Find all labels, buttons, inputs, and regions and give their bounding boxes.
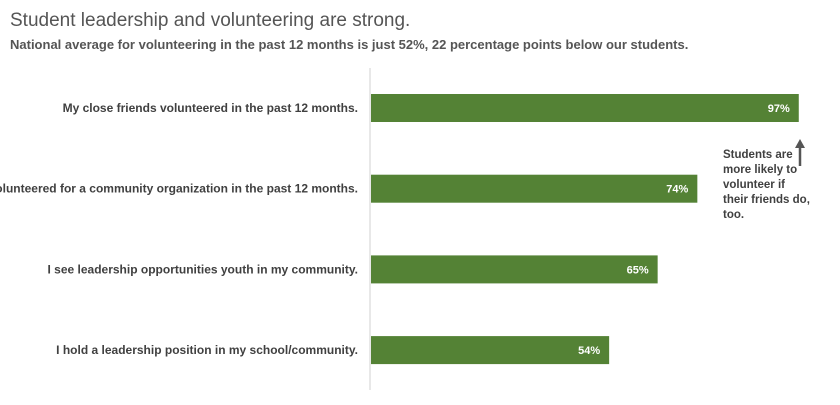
chart-subtitle: National average for volunteering in the… — [10, 37, 689, 52]
bars-group: My close friends volunteered in the past… — [0, 94, 799, 365]
bar — [371, 255, 658, 284]
data-label: 74% — [666, 184, 688, 196]
category-label: I see leadership opportunities youth in … — [48, 262, 359, 276]
chart-title: Student leadership and volunteering are … — [10, 10, 411, 31]
bar — [371, 94, 799, 122]
category-label: I volunteered for a community organizati… — [0, 182, 358, 196]
category-label: My close friends volunteered in the past… — [63, 101, 358, 115]
bar — [371, 336, 610, 365]
annotation-note: Students are more likely to volunteer if… — [723, 149, 810, 221]
data-label: 97% — [768, 103, 790, 115]
data-label: 65% — [627, 264, 649, 276]
annotation-arrow-head — [795, 139, 805, 148]
data-label: 54% — [578, 345, 600, 357]
bar — [371, 174, 698, 203]
category-label: I hold a leadership position in my schoo… — [56, 343, 358, 357]
